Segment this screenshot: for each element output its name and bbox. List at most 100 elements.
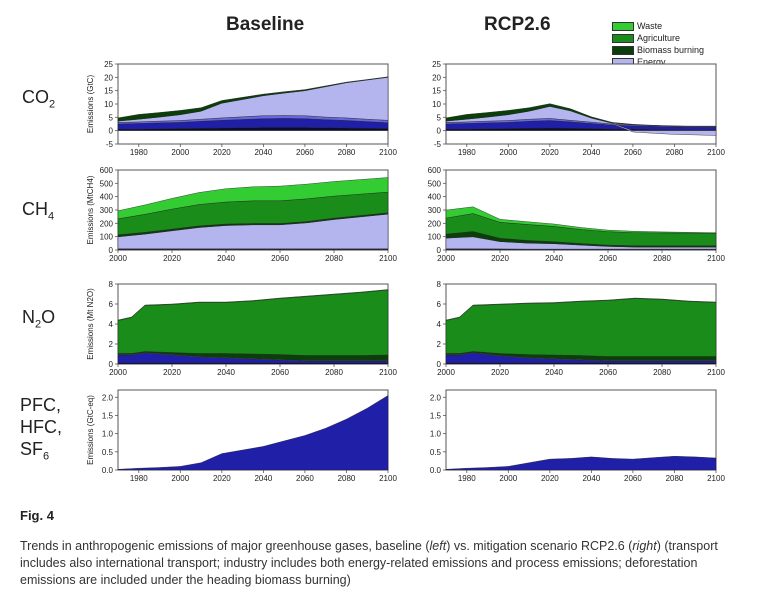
x-tick-label: 2100 — [707, 254, 725, 263]
area-waste — [117, 289, 389, 321]
y-tick-label: -5 — [434, 140, 442, 149]
x-tick-label: 2000 — [109, 368, 127, 377]
legend-label: Biomass burning — [637, 45, 705, 55]
x-tick-label: 2060 — [296, 474, 314, 483]
y-tick-label: 0.5 — [102, 448, 114, 457]
figure-label: Fig. 4 — [20, 508, 54, 523]
y-tick-label: 600 — [100, 166, 114, 175]
x-tick-label: 2080 — [325, 254, 343, 263]
x-tick-label: 2020 — [541, 474, 559, 483]
y-tick-label: 100 — [428, 233, 442, 242]
x-tick-label: 2080 — [338, 148, 356, 157]
chart-fgas-rcp26: 0.0 0.5 1.0 1.5 2.0 1980 2000 2020 2040 2060 2080 2… — [430, 389, 725, 483]
y-tick-label: 0.5 — [430, 448, 442, 457]
y-tick-label: 8 — [109, 280, 114, 289]
x-tick-label: 2060 — [599, 368, 617, 377]
x-tick-label: 2040 — [582, 474, 600, 483]
area-waste — [117, 177, 389, 220]
y-tick-label: 15 — [104, 87, 113, 96]
y-tick-label: 1.5 — [430, 411, 442, 420]
x-tick-label: 2040 — [545, 254, 563, 263]
x-tick-label: 2080 — [325, 368, 343, 377]
y-tick-label: 20 — [432, 73, 441, 82]
y-tick-label: 500 — [100, 179, 114, 188]
x-tick-label: 2020 — [163, 254, 181, 263]
legend-label: Energy — [637, 57, 666, 67]
legend-swatch — [612, 45, 634, 55]
x-tick-label: 2080 — [666, 148, 684, 157]
x-tick-label: 2060 — [599, 254, 617, 263]
x-tick-label: 2060 — [624, 148, 642, 157]
y-tick-label: 1.0 — [430, 430, 442, 439]
x-tick-label: 2000 — [109, 254, 127, 263]
legend-label: Agriculture — [637, 33, 681, 43]
x-tick-label: 2080 — [653, 254, 671, 263]
row-label-ch4: CH4 — [22, 199, 55, 223]
chart-ch4-baseline: 0 100 200 300 400 500 600 2000 2020 2040 2060 2080 2… — [86, 166, 397, 263]
x-tick-label: 2000 — [437, 368, 455, 377]
x-tick-label: 2000 — [437, 254, 455, 263]
y-tick-label: 4 — [437, 320, 442, 329]
y-tick-label: 400 — [100, 193, 114, 202]
y-axis-label: Emissions (GtC-eq) — [86, 395, 95, 465]
legend-item: Waste — [612, 20, 704, 32]
y-axis-label: Emissions (Mt N2O) — [86, 288, 95, 360]
y-tick-label: 2.0 — [430, 393, 442, 402]
y-tick-label: 0 — [437, 246, 442, 255]
y-tick-label: 6 — [109, 300, 114, 309]
row-label-n2o: N2O — [22, 307, 56, 331]
y-tick-label: 6 — [437, 300, 442, 309]
x-tick-label: 2020 — [491, 254, 509, 263]
baseline-title: Baseline — [226, 14, 305, 35]
y-tick-label: -5 — [106, 140, 114, 149]
area-waste — [445, 297, 717, 321]
figure-caption: Trends in anthropogenic emissions of maj… — [20, 539, 718, 587]
area-agriculture — [445, 298, 717, 357]
x-tick-label: 2000 — [171, 148, 189, 157]
x-tick-label: 2040 — [582, 148, 600, 157]
x-tick-label: 2100 — [707, 474, 725, 483]
x-tick-label: 1980 — [130, 148, 148, 157]
y-tick-label: 5 — [437, 113, 442, 122]
x-tick-label: 2020 — [541, 148, 559, 157]
x-tick-label: 2080 — [338, 474, 356, 483]
y-tick-label: 0 — [437, 127, 442, 136]
x-tick-label: 2040 — [217, 254, 235, 263]
y-tick-label: 10 — [104, 100, 113, 109]
chart-ch4-rcp26: 0 100 200 300 400 500 600 2000 2020 2040 2060 2080 2… — [428, 166, 726, 263]
x-tick-label: 2100 — [379, 474, 397, 483]
y-tick-label: 4 — [109, 320, 114, 329]
y-tick-label: 200 — [428, 219, 442, 228]
x-tick-label: 2060 — [271, 368, 289, 377]
legend-item: Agriculture — [612, 32, 704, 44]
x-tick-label: 1980 — [458, 474, 476, 483]
y-tick-label: 2.0 — [102, 393, 114, 402]
y-tick-label: 20 — [104, 73, 113, 82]
x-tick-label: 2100 — [379, 368, 397, 377]
x-tick-label: 2100 — [379, 148, 397, 157]
x-tick-label: 2020 — [163, 368, 181, 377]
x-tick-label: 2040 — [545, 368, 563, 377]
x-tick-label: 2040 — [254, 148, 272, 157]
y-tick-label: 2 — [109, 340, 114, 349]
area-biomass-burning — [445, 103, 717, 127]
chart-fgas-baseline: 0.0 0.5 1.0 1.5 2.0 1980 2000 2020 2040 2060 2080 2… — [86, 389, 397, 483]
y-tick-label: 25 — [432, 60, 441, 69]
y-axis-label: Emissions (MtCH4) — [86, 175, 95, 244]
x-tick-label: 2060 — [296, 148, 314, 157]
chart-n2o-rcp26: 0 2 4 6 8 2000 2020 2040 2060 2080 2100 — [437, 280, 726, 377]
x-tick-label: 2080 — [666, 474, 684, 483]
y-tick-label: 300 — [428, 206, 442, 215]
legend-swatch — [612, 21, 634, 31]
y-tick-label: 15 — [432, 87, 441, 96]
x-tick-label: 2060 — [624, 474, 642, 483]
x-tick-label: 2020 — [213, 148, 231, 157]
chart-n2o-baseline: 0 2 4 6 8 2000 2020 2040 2060 2080 2100 Emissions (… — [86, 280, 397, 377]
chart-co2-baseline: -5 0 5 10 15 20 25 1980 2000 2020 2040 2060 2080 2100… — [86, 60, 397, 157]
y-tick-label: 1.5 — [102, 411, 114, 420]
y-tick-label: 2 — [437, 340, 442, 349]
x-tick-label: 2000 — [499, 148, 517, 157]
y-tick-label: 0 — [109, 246, 114, 255]
x-tick-label: 2100 — [379, 254, 397, 263]
y-tick-label: 0 — [437, 360, 442, 369]
